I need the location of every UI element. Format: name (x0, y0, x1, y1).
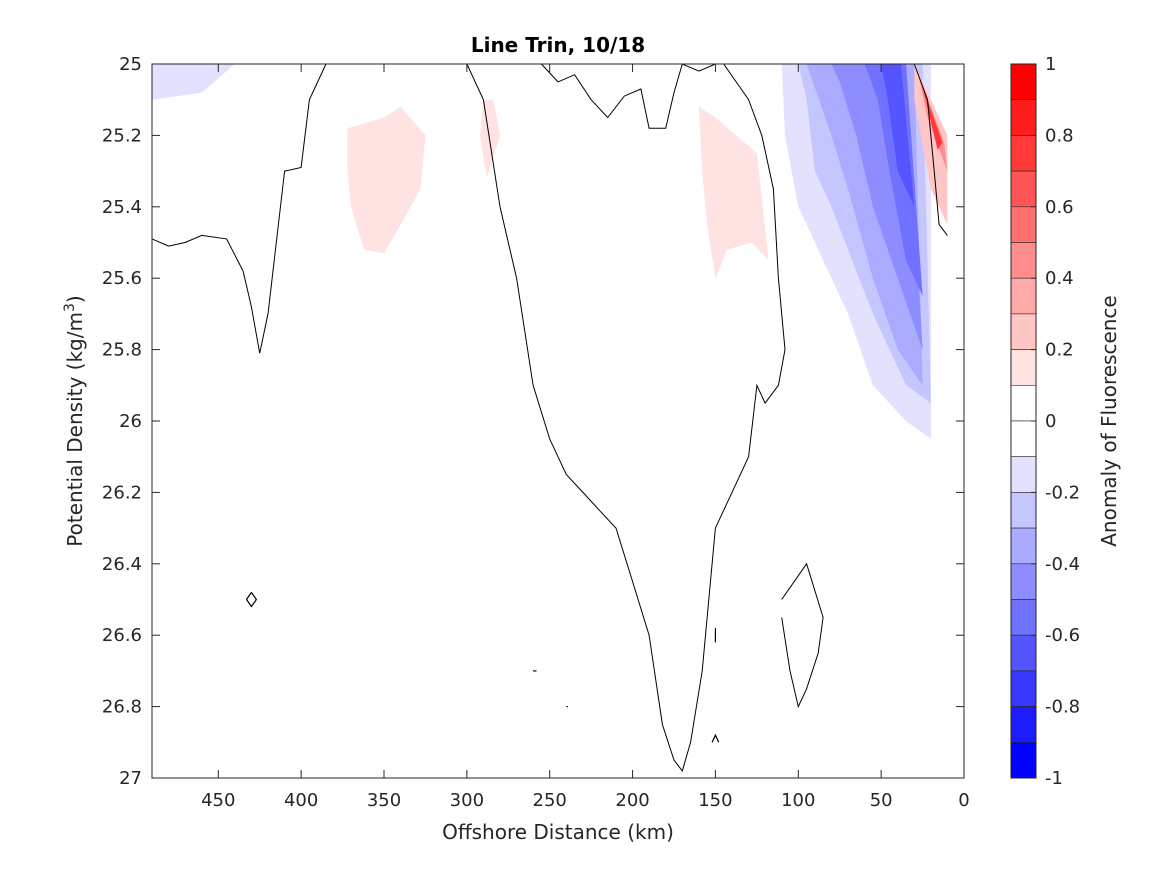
colorbar-segment (1010, 706, 1037, 743)
y-axis-title-main: Potential Density (kg/m (63, 312, 87, 547)
colorbar-tick-label: 0.8 (1045, 125, 1074, 146)
x-tick-label: 450 (201, 790, 235, 811)
colorbar-segment (1010, 384, 1037, 422)
contour-fill-region-10 (864, 64, 923, 296)
y-tick-label: 26.4 (102, 554, 142, 575)
colorbar-segment (1010, 420, 1037, 458)
colorbar-tick-label: -0.2 (1045, 482, 1080, 503)
colorbar-segment (1010, 170, 1037, 208)
colorbar-segment (1010, 242, 1037, 279)
colorbar-segment (1010, 277, 1037, 315)
colorbar-tick-label: 1 (1045, 54, 1056, 75)
contour-line-small-0 (245, 592, 258, 608)
contour-fill-region-4 (698, 106, 769, 279)
y-axis-title-superscript: 3 (62, 303, 78, 312)
colorbar-segment (1010, 670, 1037, 707)
colorbar-segment (1010, 63, 1037, 101)
colorbar-tick-label: 0.4 (1045, 268, 1074, 289)
y-tick-label: 25.4 (102, 197, 142, 218)
chart-title: Line Trin, 10/18 (471, 33, 645, 57)
colorbar-segment (1010, 741, 1037, 779)
colorbar-tick-label: 0.2 (1045, 340, 1074, 361)
y-axis-ticks: 25 25.2 25.4 25.6 25.8 26 26.2 26.4 26.6 26.8 27 (102, 54, 964, 789)
contour-fill-region-12 (914, 64, 948, 225)
contour-fill-region-3 (480, 99, 500, 179)
x-tick-label: 350 (367, 790, 401, 811)
colorbar-segment (1010, 492, 1037, 529)
x-tick-label: 100 (781, 790, 815, 811)
contour-fill-region-11 (881, 64, 915, 207)
y-tick-label: 25.8 (102, 340, 142, 361)
contour-line-small-4 (711, 733, 720, 743)
colorbar-segment (1010, 313, 1037, 350)
colorbar-tick-label: -0.4 (1045, 554, 1080, 575)
colorbar: 1 0.8 0.6 0.4 0.2 0 -0.2 -0.4 -0.6 -0.8 -1 (1010, 54, 1080, 789)
y-tick-label: 26.8 (102, 697, 142, 718)
y-tick-label: 25.6 (102, 268, 142, 289)
colorbar-segment (1010, 349, 1037, 386)
colorbar-segment (1010, 563, 1037, 600)
colorbar-segment (1010, 206, 1037, 243)
contour-line-zero-3 (913, 63, 948, 236)
y-tick-label: 25.2 (102, 125, 142, 146)
x-tick-label: 250 (533, 790, 567, 811)
y-axis-title-tail: ) (63, 295, 87, 303)
x-tick-label: 50 (870, 790, 893, 811)
x-tick-label: 0 (958, 790, 969, 811)
x-axis-ticks: 450 400 350 300 250 200 150 100 50 0 (201, 64, 970, 811)
contour-fill-region-1 (152, 64, 235, 100)
y-tick-label: 26.6 (102, 625, 142, 646)
colorbar-segment (1010, 456, 1037, 493)
contour-fill-region-14 (920, 81, 943, 150)
y-tick-label: 25 (119, 54, 142, 75)
contour-fills (152, 64, 964, 475)
colorbar-tick-label: 0 (1045, 411, 1056, 432)
contour-line-zero-0 (151, 63, 327, 354)
x-axis-title: Offshore Distance (km) (442, 820, 674, 844)
colorbar-segment (1010, 135, 1037, 172)
x-tick-label: 300 (450, 790, 484, 811)
colorbar-segment (1010, 599, 1037, 636)
colorbar-tick-label: 0.6 (1045, 197, 1074, 218)
y-axis-title: Potential Density (kg/m3) (62, 295, 87, 546)
x-tick-label: 200 (615, 790, 649, 811)
y-tick-label: 26.2 (102, 482, 142, 503)
y-tick-label: 27 (119, 768, 142, 789)
colorbar-segment (1010, 634, 1037, 672)
colorbar-segment (1010, 99, 1037, 136)
contour-fill-region-2 (347, 106, 426, 254)
colorbar-tick-label: -0.6 (1045, 625, 1080, 646)
colorbar-tick-label: -1 (1045, 768, 1063, 789)
x-tick-label: 400 (284, 790, 318, 811)
x-tick-label: 150 (698, 790, 732, 811)
colorbar-title: Anomaly of Fluorescence (1097, 295, 1121, 546)
colorbar-segment (1010, 527, 1037, 565)
contour-line-zero-1 (466, 63, 786, 772)
contour-lines (151, 63, 948, 772)
y-tick-label: 26 (119, 411, 142, 432)
contour-line-zero-2 (781, 562, 824, 709)
colorbar-tick-label: -0.8 (1045, 697, 1080, 718)
